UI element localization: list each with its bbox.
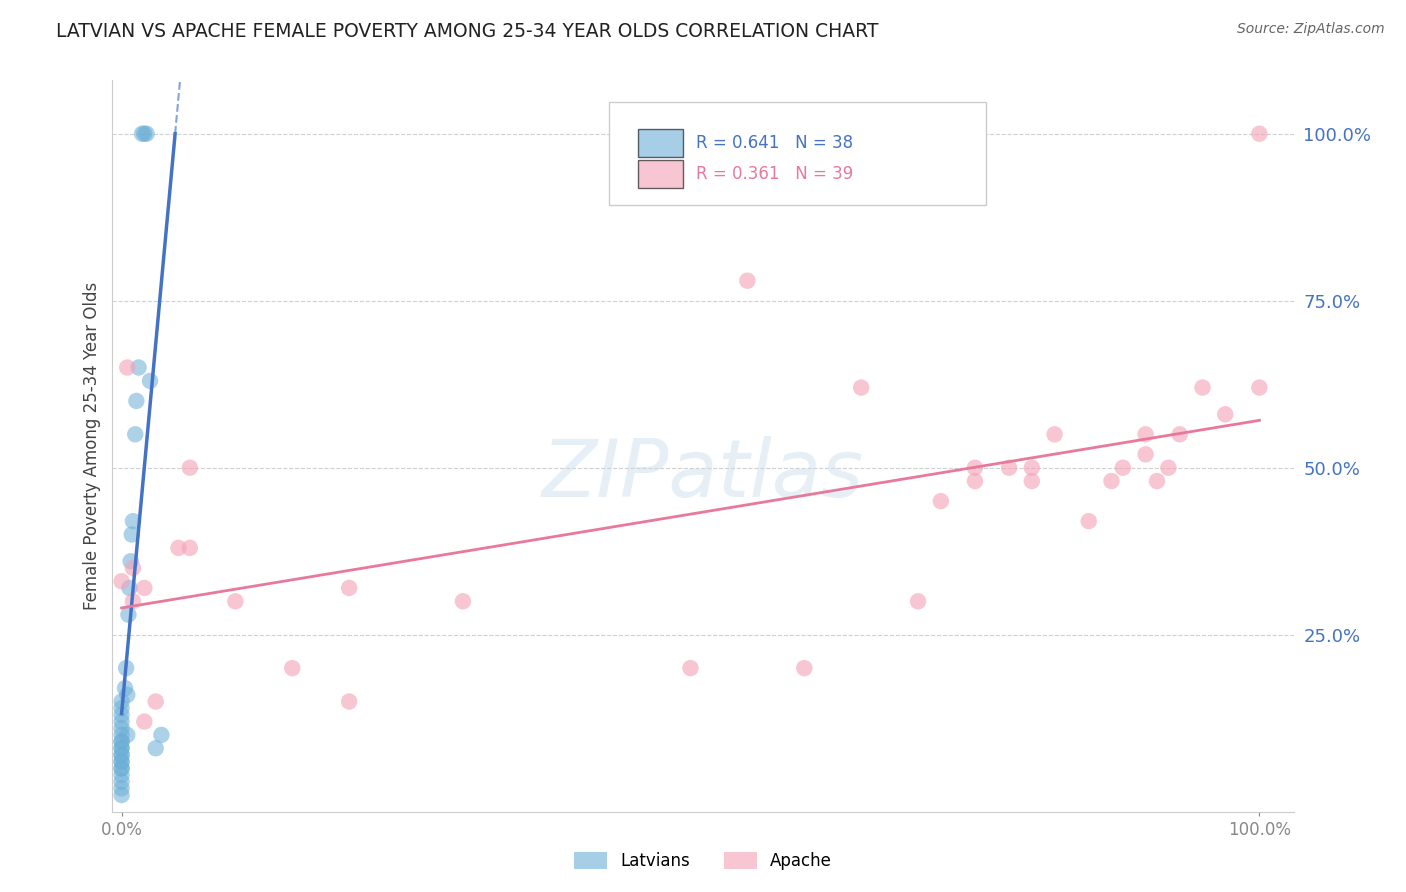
Point [115, 661, 138, 675]
Point [120, 554, 142, 568]
Point [110, 774, 132, 789]
Point [849, 380, 872, 394]
Point [179, 541, 201, 555]
Point [281, 661, 304, 675]
Point [128, 360, 150, 375]
Point [121, 527, 143, 541]
Point [1043, 427, 1066, 442]
Point [1021, 460, 1043, 475]
Point [179, 460, 201, 475]
Point [337, 694, 360, 708]
Point [118, 581, 141, 595]
FancyBboxPatch shape [638, 129, 683, 157]
Point [122, 594, 145, 608]
Point [110, 747, 132, 762]
Point [929, 494, 952, 508]
Point [110, 768, 132, 782]
Point [224, 594, 246, 608]
Point [150, 728, 173, 742]
Point [110, 781, 132, 796]
Point [110, 755, 132, 769]
Point [1249, 380, 1271, 394]
Point [110, 788, 132, 802]
Point [110, 707, 132, 722]
Point [110, 741, 132, 756]
Point [110, 734, 132, 748]
Point [110, 761, 132, 775]
Text: R = 0.641   N = 38: R = 0.641 N = 38 [696, 134, 853, 153]
Point [963, 460, 986, 475]
Point [1135, 447, 1157, 461]
Point [125, 393, 148, 408]
Point [1146, 474, 1168, 488]
Point [134, 581, 156, 595]
Point [1021, 474, 1043, 488]
Point [907, 594, 929, 608]
Legend: Latvians, Apache: Latvians, Apache [567, 845, 839, 877]
Point [145, 741, 167, 756]
Point [117, 607, 139, 622]
Point [134, 714, 156, 729]
Point [1077, 514, 1099, 528]
Point [110, 574, 132, 589]
Text: R = 0.361   N = 39: R = 0.361 N = 39 [696, 165, 853, 183]
Point [1191, 380, 1213, 394]
Point [124, 427, 146, 442]
Point [110, 761, 132, 775]
Point [679, 661, 702, 675]
Y-axis label: Female Poverty Among 25-34 Year Olds: Female Poverty Among 25-34 Year Olds [83, 282, 101, 610]
Point [122, 561, 145, 575]
Point [131, 127, 153, 141]
Point [451, 594, 474, 608]
Point [110, 747, 132, 762]
FancyBboxPatch shape [638, 160, 683, 188]
Point [110, 714, 132, 729]
Text: Source: ZipAtlas.com: Source: ZipAtlas.com [1237, 22, 1385, 37]
Point [110, 755, 132, 769]
Point [134, 127, 156, 141]
Point [110, 741, 132, 756]
Point [110, 721, 132, 735]
Point [110, 694, 132, 708]
Point [167, 541, 190, 555]
Point [135, 127, 157, 141]
Point [737, 274, 759, 288]
Text: LATVIAN VS APACHE FEMALE POVERTY AMONG 25-34 YEAR OLDS CORRELATION CHART: LATVIAN VS APACHE FEMALE POVERTY AMONG 2… [56, 22, 879, 41]
Point [110, 701, 132, 715]
Point [963, 474, 986, 488]
Point [793, 661, 815, 675]
Point [337, 581, 360, 595]
Point [110, 734, 132, 748]
Point [1135, 427, 1157, 442]
FancyBboxPatch shape [609, 103, 987, 204]
Point [1112, 460, 1135, 475]
Point [1213, 407, 1236, 421]
Point [117, 728, 139, 742]
Point [1168, 427, 1191, 442]
Point [998, 460, 1021, 475]
Point [139, 374, 162, 388]
Point [1101, 474, 1123, 488]
Point [122, 514, 145, 528]
Point [117, 688, 139, 702]
Text: ZIPatlas: ZIPatlas [541, 436, 865, 515]
Point [114, 681, 136, 695]
Point [1157, 460, 1180, 475]
Point [117, 360, 139, 375]
Point [1249, 127, 1271, 141]
Point [110, 728, 132, 742]
Point [145, 694, 167, 708]
